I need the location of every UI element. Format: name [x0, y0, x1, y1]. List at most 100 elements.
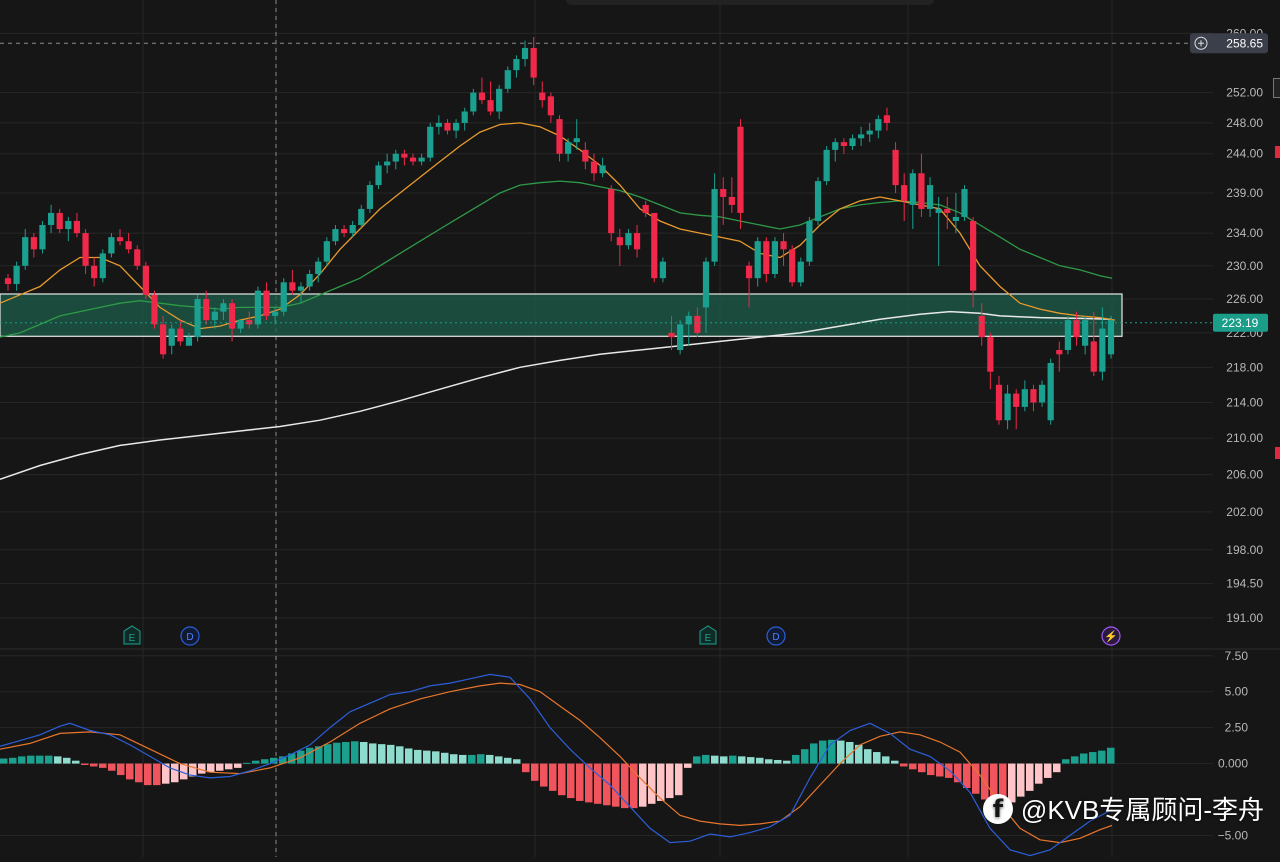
macd-histogram-bar [279, 756, 287, 764]
candle-up [194, 299, 201, 338]
macd-histogram-bar [846, 742, 854, 764]
candle-down [228, 303, 236, 329]
macd-histogram-bar [63, 757, 71, 764]
candle-down [590, 161, 598, 174]
macd-histogram-bar [810, 743, 818, 764]
macd-histogram-bar [666, 763, 674, 799]
candle-up [13, 265, 20, 284]
candle-up [99, 253, 106, 279]
macd-histogram-bar [819, 740, 827, 764]
candle-up [1038, 384, 1046, 403]
price-tick-label: 202.00 [1226, 505, 1263, 519]
candle-up [1082, 320, 1089, 346]
offscreen-price-marker [1273, 78, 1280, 98]
macd-histogram-bar [216, 763, 224, 771]
macd-histogram-bar [342, 742, 350, 764]
macd-histogram-bar [117, 763, 125, 776]
macd-histogram-bar [900, 763, 908, 767]
macd-histogram-bar [522, 763, 530, 773]
macd-histogram-bar [333, 742, 341, 764]
candle-up [22, 237, 29, 266]
price-tick-label: 234.00 [1226, 226, 1263, 240]
macd-histogram-bar [351, 741, 359, 764]
macd-histogram-bar [1053, 763, 1061, 773]
macd-tick-label: −5.00 [1218, 828, 1249, 842]
macd-histogram-bar [9, 757, 17, 764]
macd-histogram-bar [126, 763, 134, 780]
event-markers-layer: E D E D ⚡ [123, 625, 1121, 646]
ma-mid-line [0, 180, 1113, 338]
candle-down [478, 92, 486, 101]
candle-down [444, 122, 451, 131]
macd-histogram-bar [774, 759, 782, 764]
macd-histogram-bar [324, 744, 332, 764]
macd-histogram-bar [468, 754, 476, 764]
candle-down [203, 299, 210, 321]
candle-up [1099, 328, 1106, 372]
price-tick-label: 214.00 [1226, 395, 1263, 409]
candle-up [306, 274, 313, 287]
candle-up [1064, 320, 1072, 351]
candle-up [909, 173, 916, 205]
macd-histogram-bar [1080, 753, 1088, 764]
toolbar-stub [566, 0, 934, 5]
macd-histogram-bar [720, 756, 728, 764]
candles-layer [4, 36, 1115, 430]
candle-up [435, 122, 442, 127]
candle-down [142, 265, 149, 295]
macd-histogram-bar [1089, 752, 1097, 764]
candle-down [1030, 389, 1037, 403]
facebook-icon: f [982, 793, 1013, 824]
candle-up [1021, 389, 1028, 407]
candle-up [685, 315, 692, 325]
macd-histogram-bar [1035, 763, 1043, 784]
macd-histogram-bar [621, 763, 629, 809]
macd-tick-label: 2.50 [1225, 721, 1249, 735]
macd-histogram-bar [81, 763, 89, 765]
macd-histogram-bar [675, 763, 683, 796]
macd-histogram-bar [414, 749, 422, 764]
macd-signal-line [0, 682, 1113, 844]
earnings-marker-letter: E [705, 633, 712, 644]
candle-down [840, 142, 847, 146]
candle-up [332, 229, 339, 242]
macd-histogram-bar [801, 749, 809, 764]
macd-histogram-bar [909, 763, 917, 770]
candle-down [883, 115, 891, 123]
macd-histogram-bar [378, 744, 386, 764]
candle-up [358, 208, 365, 225]
candle-down [918, 173, 925, 209]
macd-histogram-bar [936, 763, 944, 777]
macd-histogram-bar [756, 757, 764, 764]
candle-down [4, 278, 12, 284]
macd-histogram-bar [612, 763, 620, 807]
macd-histogram-bar [18, 756, 26, 764]
candle-down [116, 237, 124, 242]
event-marker-icon [1101, 626, 1121, 646]
macd-histogram-bar [234, 763, 242, 768]
offscreen-price-marker [1275, 447, 1280, 459]
candle-up [65, 220, 72, 230]
macd-histogram-bar [450, 754, 458, 764]
macd-histogram-bar [549, 763, 557, 791]
candle-down [340, 229, 348, 234]
candle-up [211, 311, 218, 321]
macd-histogram-bar [504, 757, 512, 764]
macd-tick-label: 7.50 [1225, 649, 1249, 663]
candle-up [771, 241, 779, 275]
macd-histogram-bar [837, 740, 845, 764]
macd-histogram-bar [1062, 759, 1070, 764]
candle-down [633, 233, 641, 250]
macd-histogram-bar [729, 755, 737, 764]
macd-histogram-bar [162, 763, 170, 784]
candle-up [806, 220, 813, 262]
macd-histogram-bar [198, 763, 206, 774]
candle-up [220, 303, 227, 312]
candle-up [254, 290, 262, 325]
macd-histogram-bar [306, 747, 314, 764]
candle-up [366, 185, 374, 209]
macd-histogram-bar [477, 754, 485, 764]
